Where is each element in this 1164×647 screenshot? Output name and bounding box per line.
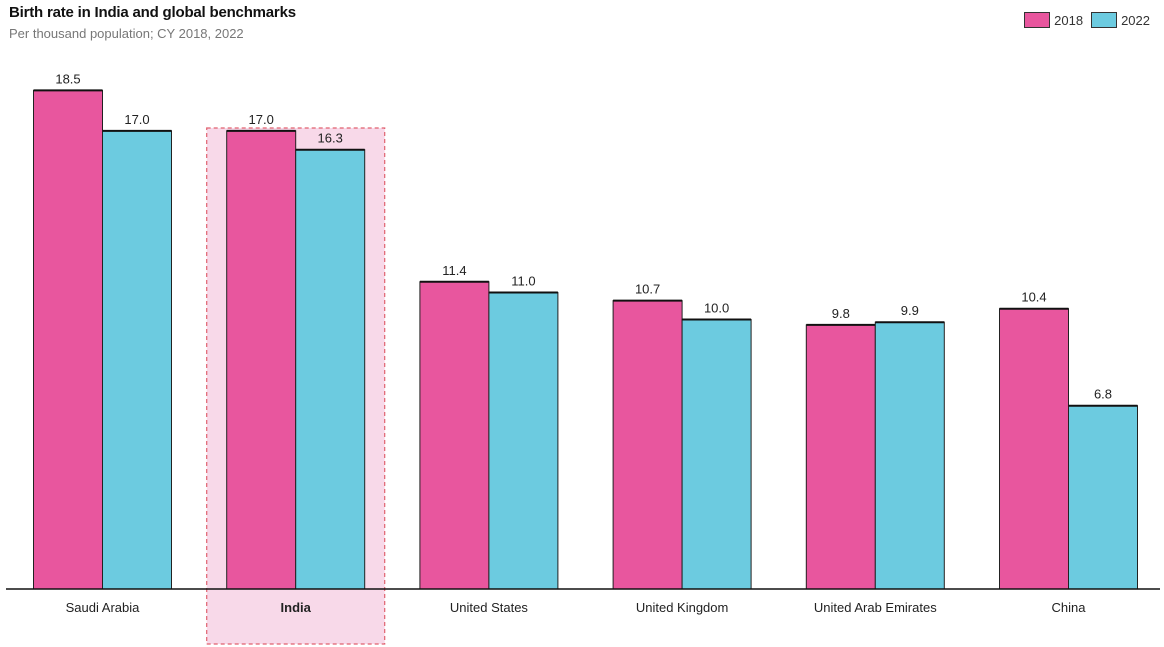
bar-india-2018 [226,130,297,590]
value-label-united-states-2018: 11.4 [442,263,466,278]
bar-united-kingdom-2022 [681,319,752,590]
bar-united-arab-emirates-2022 [874,321,945,590]
value-label-united-kingdom-2022: 10.0 [704,301,729,316]
bar-united-kingdom-2018 [612,300,683,590]
bar-united-states-2022 [488,292,559,590]
value-label-united-arab-emirates-2022: 9.9 [901,303,919,318]
chart-subtitle: Per thousand population; CY 2018, 2022 [9,26,244,41]
bar-india-2022 [295,149,366,590]
legend-label-2022: 2022 [1121,12,1150,28]
chart-title: Birth rate in India and global benchmark… [9,4,296,21]
legend-label-2018: 2018 [1054,12,1084,28]
bar-united-states-2018 [419,281,490,590]
legend-item-2018: 2018 [1024,12,1083,28]
value-label-india-2022: 16.3 [318,131,343,146]
value-label-china-2018: 10.4 [1021,290,1046,305]
bar-saudi-arabia-2018 [33,89,103,590]
legend-item-2022: 2022 [1091,12,1150,28]
value-label-india-2018: 17.0 [249,112,274,127]
category-label-india: India [281,600,312,615]
bar-united-arab-emirates-2018 [805,324,876,590]
legend: 2018 2022 [1024,12,1150,28]
value-label-china-2022: 6.8 [1094,387,1112,402]
value-label-united-arab-emirates-2018: 9.8 [832,306,850,321]
category-label-saudi-arabia: Saudi Arabia [66,600,140,615]
bar-china-2018 [999,308,1069,590]
legend-swatch-2022 [1091,12,1118,28]
category-label-united-kingdom: United Kingdom [636,600,729,615]
legend-swatch-2018 [1024,12,1051,28]
category-label-united-arab-emirates: United Arab Emirates [814,600,937,615]
value-label-united-kingdom-2018: 10.7 [635,282,660,297]
value-label-saudi-arabia-2018: 18.5 [55,71,80,86]
value-label-united-states-2022: 11.0 [511,274,535,289]
category-label-united-states: United States [450,600,529,615]
bar-saudi-arabia-2022 [102,130,172,590]
bar-china-2022 [1068,405,1138,590]
value-label-saudi-arabia-2022: 17.0 [124,112,149,127]
category-label-china: China [1052,600,1087,615]
